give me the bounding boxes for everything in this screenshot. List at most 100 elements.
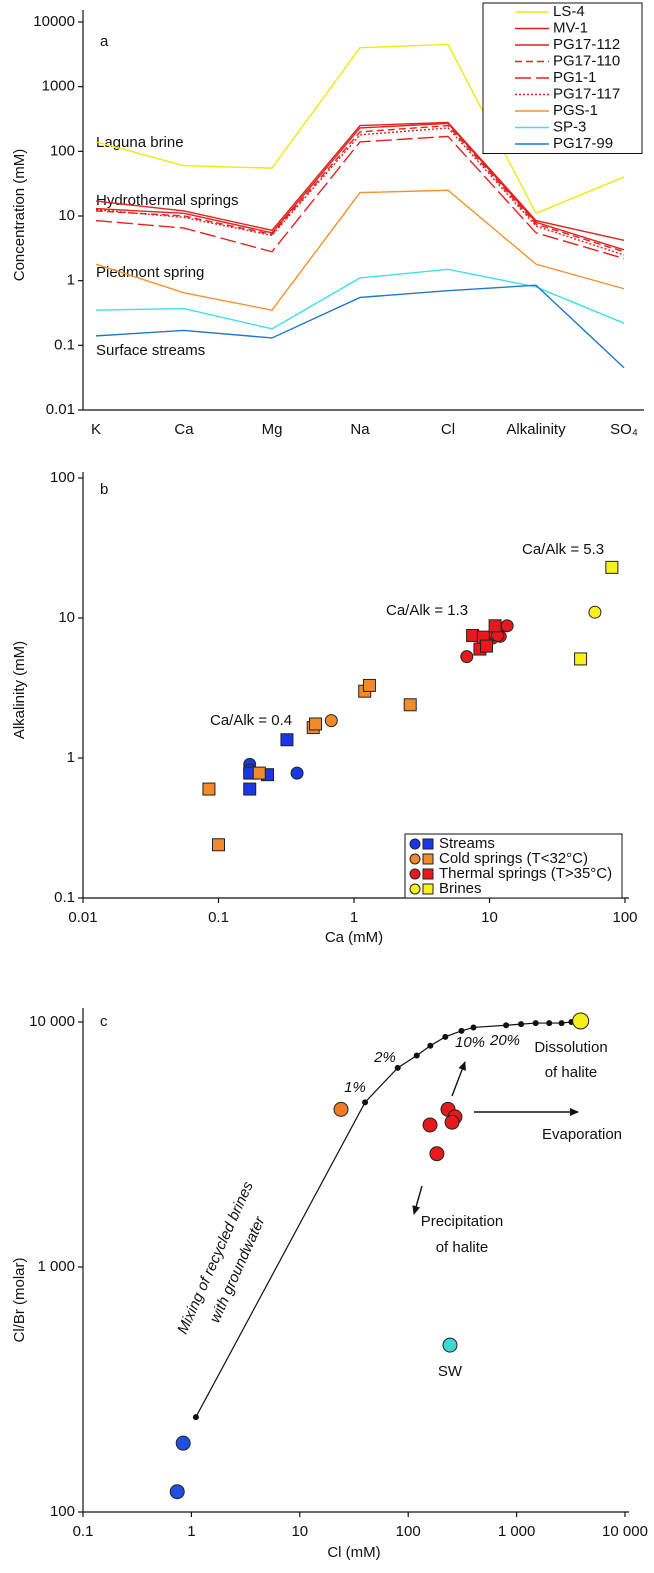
point xyxy=(252,766,266,780)
annotation: Evaporation xyxy=(542,1126,622,1143)
annotation: Ca/Alk = 1.3 xyxy=(386,602,468,619)
y-tick-label: 0.1 xyxy=(54,889,75,906)
point xyxy=(427,1042,434,1049)
point xyxy=(442,1033,449,1040)
point xyxy=(500,619,514,633)
x-tick-label: Mg xyxy=(262,421,283,438)
legend-label: PG1-1 xyxy=(553,69,596,86)
point xyxy=(444,1114,460,1130)
point xyxy=(169,1484,185,1500)
point xyxy=(212,838,225,852)
point xyxy=(324,714,338,728)
annotation: SW xyxy=(438,1363,463,1380)
y-tick-label: 1 xyxy=(67,749,75,766)
data-line xyxy=(95,43,625,215)
y-axis-title: Alkalinity (mM) xyxy=(11,641,28,739)
annotation: 10% xyxy=(455,1034,485,1051)
legend-swatch xyxy=(409,838,421,850)
data-line xyxy=(95,124,625,253)
legend-label: PGS-1 xyxy=(553,102,598,119)
point xyxy=(460,650,474,664)
x-tick-label: 0.01 xyxy=(68,909,97,926)
annotation: 20% xyxy=(489,1032,520,1049)
legend-swatch xyxy=(422,883,434,895)
legend-label: PG17-99 xyxy=(553,135,613,152)
x-tick-label: Cl xyxy=(441,421,455,438)
point xyxy=(458,1027,465,1034)
annotation: Precipitation xyxy=(421,1213,504,1230)
annotation: Ca/Alk = 0.4 xyxy=(210,712,292,729)
legend-label: PG17-112 xyxy=(553,36,620,53)
annotation: Ca/Alk = 5.3 xyxy=(522,541,604,558)
annotation: of halite xyxy=(436,1239,489,1256)
legend-label: PG17-110 xyxy=(553,52,620,69)
y-tick-label: 10 000 xyxy=(29,1013,75,1030)
y-tick-label: 0.01 xyxy=(46,401,75,418)
point xyxy=(290,766,304,780)
x-tick-label: Alkalinity xyxy=(506,421,566,438)
x-tick-label: 100 xyxy=(612,909,637,926)
y-axis-title: Cl/Br (molar) xyxy=(11,1257,28,1342)
data-line xyxy=(95,135,625,260)
point xyxy=(362,1099,369,1106)
legend-swatch xyxy=(422,838,434,850)
x-tick-label: Ca xyxy=(174,421,194,438)
y-tick-label: 1 xyxy=(67,272,75,289)
annotation: c xyxy=(100,1013,108,1030)
x-tick-label: 0.1 xyxy=(73,1523,94,1540)
data-line xyxy=(95,127,625,256)
data-line xyxy=(95,268,625,330)
legend-label: Streams xyxy=(439,835,495,852)
y-tick-label: 10 xyxy=(58,207,75,224)
point xyxy=(572,1012,590,1030)
x-axis-title: Cl (mM) xyxy=(327,1544,380,1561)
legend-label: PG17-117 xyxy=(553,85,620,102)
point xyxy=(488,619,502,633)
data-line xyxy=(95,121,625,242)
x-tick-label: K xyxy=(91,421,101,438)
annotation: of halite xyxy=(545,1064,598,1081)
x-tick-label: 1 xyxy=(350,909,358,926)
y-tick-label: 1 000 xyxy=(37,1258,75,1275)
y-tick-label: 0.1 xyxy=(54,336,75,353)
point xyxy=(333,1101,349,1117)
point xyxy=(588,605,602,619)
x-tick-label: Na xyxy=(350,421,370,438)
point xyxy=(479,639,493,653)
x-tick-label: 1 xyxy=(187,1523,195,1540)
x-tick-label: SO₄ xyxy=(610,421,638,438)
y-tick-label: 100 xyxy=(50,1503,75,1520)
y-tick-label: 1000 xyxy=(42,78,75,95)
point xyxy=(429,1146,445,1162)
data-line xyxy=(95,284,625,369)
y-tick-label: 100 xyxy=(50,142,75,159)
point xyxy=(503,1022,510,1029)
legend-label: Thermal springs (T>35°C) xyxy=(439,865,612,882)
legend-label: MV-1 xyxy=(553,19,588,36)
point xyxy=(470,1024,477,1031)
point xyxy=(309,717,323,731)
annotation: b xyxy=(100,481,108,498)
point xyxy=(192,1414,199,1421)
x-tick-label: 100 xyxy=(396,1523,421,1540)
point xyxy=(546,1020,553,1027)
legend-label: SP-3 xyxy=(553,118,586,135)
annotation: Laguna brine xyxy=(96,134,184,151)
x-axis-title: Ca (mM) xyxy=(325,929,383,946)
point xyxy=(605,560,619,574)
point xyxy=(422,1117,438,1133)
point xyxy=(362,678,376,692)
point xyxy=(558,1020,565,1027)
point xyxy=(442,1337,458,1353)
point xyxy=(202,782,216,796)
x-tick-label: 1 000 xyxy=(498,1523,536,1540)
annotation: 2% xyxy=(373,1049,396,1066)
x-tick-label: 0.1 xyxy=(208,909,229,926)
legend-swatch xyxy=(409,853,421,865)
point xyxy=(466,628,480,642)
point xyxy=(574,652,588,666)
annotation: Hydrothermal springs xyxy=(96,192,239,209)
legend-label: Cold springs (T<32°C) xyxy=(439,850,588,867)
y-axis-title: Concentration (mM) xyxy=(11,149,28,282)
